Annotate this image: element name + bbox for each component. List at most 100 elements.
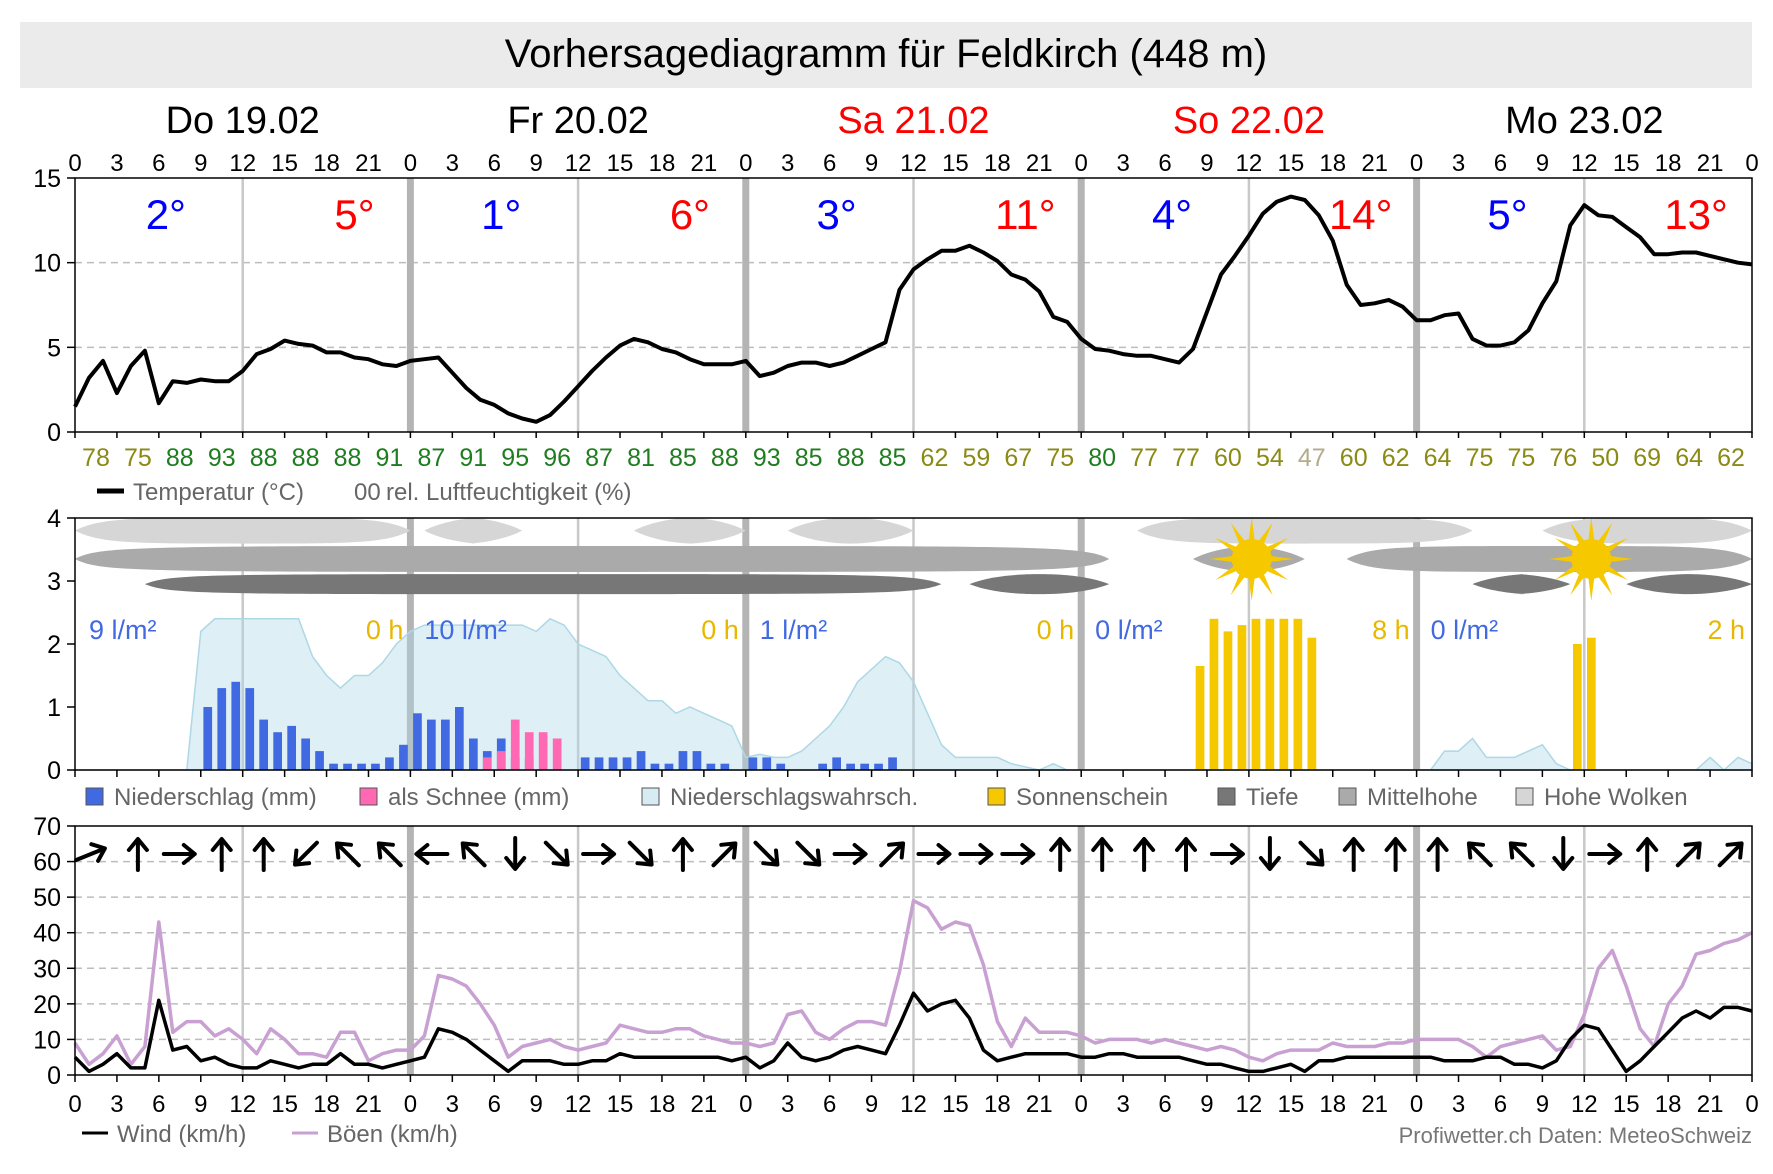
top-hour-tick: 21 — [355, 150, 382, 177]
wind-arrow-head — [601, 843, 617, 865]
wind-arrow — [916, 843, 952, 865]
humidity-value: 54 — [1256, 444, 1284, 472]
wind-arrow-head — [761, 848, 780, 867]
wind-arrow-head — [803, 848, 822, 867]
precip-bar — [259, 719, 268, 770]
precip-bar — [818, 763, 827, 770]
sunshine-bar — [1265, 618, 1275, 770]
wind-legend: Wind (km/h) Böen (km/h) — [82, 1121, 458, 1148]
wind-arrow — [126, 837, 149, 872]
precip-bar — [580, 757, 590, 770]
top-hour-tick: 0 — [1745, 150, 1758, 177]
legend-label: Tiefe — [1246, 784, 1298, 811]
wind-arrow-head — [292, 848, 312, 867]
bottom-hour-tick: 21 — [691, 1091, 718, 1118]
daily-sunshine-sum: 8 h — [1372, 615, 1410, 645]
wind-arrow-head — [936, 843, 952, 865]
top-hour-tick: 9 — [194, 150, 207, 177]
bottom-hour-tick: 9 — [1536, 1091, 1549, 1118]
bottom-hour-tick: 21 — [1361, 1091, 1388, 1118]
wind-line — [73, 991, 1753, 1074]
wind-arrow — [1133, 837, 1156, 872]
wind-arrow-shaft — [293, 840, 319, 866]
bottom-hour-tick: 9 — [529, 1091, 542, 1118]
sun-icon — [1549, 517, 1634, 601]
precip-bar — [273, 732, 282, 770]
sunshine-bar — [1587, 637, 1596, 770]
precip-bar — [650, 763, 660, 770]
top-hour-tick: 6 — [152, 150, 165, 177]
temperature-legend: Temperatur (°C) 00 rel. Luftfeuchtigkeit (… — [97, 479, 631, 506]
precipitation-panel: 9 l/m² 0 h 10 l/m² 0 h 1 l/m² 0 h 0 l/m² 8 h 0 l… — [47, 505, 1753, 785]
bottom-hour-tick: 3 — [110, 1091, 123, 1118]
legend-temperature-label: Temperatur (°C) — [133, 479, 304, 506]
humidity-value: 93 — [753, 444, 781, 472]
legend-swatch — [359, 787, 378, 806]
wind-arrow — [1049, 837, 1072, 872]
y-tick-label: 5 — [47, 334, 61, 362]
day-label: Mo 23.02 — [1505, 100, 1663, 142]
y-tick-label: 10 — [33, 250, 61, 278]
bottom-hour-tick: 0 — [68, 1091, 81, 1118]
bottom-hour-tick: 21 — [355, 1091, 382, 1118]
bottom-hour-tick: 3 — [781, 1091, 794, 1118]
precip-bar — [720, 763, 730, 770]
wind-arrow-shaft — [711, 842, 737, 868]
humidity-value: 88 — [837, 444, 865, 472]
humidity-value: 88 — [292, 444, 320, 472]
top-hour-tick: 9 — [865, 150, 878, 177]
wind-arrow — [753, 840, 780, 867]
bottom-hour-tick: 18 — [1655, 1091, 1682, 1118]
wind-arrow-head — [1306, 848, 1325, 867]
top-hour-tick: 15 — [942, 150, 969, 177]
humidity-value: 60 — [1214, 444, 1242, 472]
top-hour-tick: 6 — [1158, 150, 1171, 177]
top-hour-tick: 15 — [1613, 150, 1640, 177]
wind-arrow-head — [719, 841, 738, 860]
cloud-band-mid — [1346, 545, 1752, 572]
daily-sunshine-sum: 0 h — [366, 615, 404, 645]
daily-max-temp: 13° — [1664, 191, 1728, 238]
legend-label: Niederschlag (mm) — [114, 784, 317, 811]
wind-arrow-head — [1426, 837, 1449, 852]
precip-bar — [427, 719, 436, 770]
top-hour-tick: 12 — [1236, 150, 1263, 177]
humidity-value: 75 — [1466, 444, 1494, 472]
panel-frame — [74, 825, 1753, 1076]
legend-swatch — [641, 787, 660, 806]
top-hour-tick: 3 — [1452, 150, 1465, 177]
precip-bar — [441, 719, 450, 770]
bottom-hour-tick: 0 — [1410, 1091, 1423, 1118]
legend-gust-label: Böen (km/h) — [327, 1121, 458, 1148]
sunshine-bar — [1293, 618, 1303, 770]
humidity-value: 47 — [1298, 444, 1326, 472]
bottom-hour-tick: 0 — [404, 1091, 417, 1118]
daily-max-temp: 6° — [670, 191, 710, 238]
wind-arrow-head — [1229, 843, 1245, 865]
cloud-band-high — [634, 517, 746, 544]
precip-bar — [762, 757, 772, 770]
precip-bar — [594, 757, 604, 770]
wind-arrow — [1717, 841, 1744, 868]
top-hour-tick: 21 — [1026, 150, 1053, 177]
wind-arrow-head — [1466, 841, 1486, 860]
top-hour-tick: 18 — [649, 150, 676, 177]
y-tick-label: 0 — [47, 1062, 61, 1090]
snow-bar — [552, 738, 562, 770]
y-tick-label: 2 — [47, 631, 61, 659]
wind-arrow — [292, 840, 319, 867]
wind-arrow-head — [181, 843, 197, 865]
top-hour-tick: 15 — [607, 150, 634, 177]
legend-wind-label: Wind (km/h) — [117, 1121, 246, 1148]
top-hour-tick: 9 — [1200, 150, 1213, 177]
precip-bar — [245, 688, 255, 770]
wind-arrow-shaft — [1675, 842, 1701, 868]
legend-label: Hohe Wolken — [1544, 784, 1688, 811]
wind-arrow — [1675, 841, 1702, 868]
daily-min-temp: 4° — [1152, 191, 1192, 238]
daily-precip-sum: 9 l/m² — [89, 615, 157, 645]
daily-min-temp: 1° — [481, 191, 521, 238]
sun-disc — [1231, 538, 1272, 579]
y-tick-label: 15 — [33, 165, 61, 193]
